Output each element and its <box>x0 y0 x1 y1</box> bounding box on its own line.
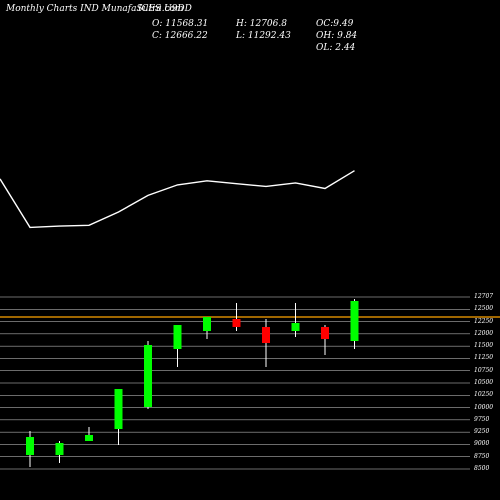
y-tick-label: 8750 <box>474 452 490 460</box>
y-tick-label: 10500 <box>474 379 494 386</box>
symbol-label: ICES U9DD <box>138 4 192 14</box>
ol-value: OL: 2.44 <box>316 43 356 53</box>
candle-body <box>203 317 211 331</box>
y-tick-label: 9750 <box>474 415 490 423</box>
oc-value: OC:9.49 <box>316 19 354 29</box>
y-tick-label: 9250 <box>474 428 490 436</box>
y-tick-label: 10250 <box>474 391 494 399</box>
candle-body <box>55 443 64 455</box>
y-tick-label: 10000 <box>474 403 494 411</box>
y-tick-label: 11250 <box>474 354 494 362</box>
candle-body <box>114 389 123 429</box>
indicator-line <box>0 170 355 229</box>
candle-body <box>173 325 182 349</box>
chart-title: Monthly Charts IND MunafaSutra.com <box>6 4 184 14</box>
y-tick-label: 8500 <box>474 465 490 472</box>
close-value: C: 12666.22 <box>152 31 208 41</box>
y-tick-label: 12707 <box>474 293 494 300</box>
y-tick-label: 10750 <box>474 366 494 374</box>
y-tick-label: 12000 <box>474 329 494 337</box>
y-tick-label: 12250 <box>474 317 494 325</box>
low-value: L: 11292.43 <box>236 31 291 41</box>
oh-value: OH: 9.84 <box>316 31 358 41</box>
candle-body <box>262 327 270 343</box>
candle-body <box>350 301 359 341</box>
candle-body <box>26 437 34 455</box>
high-value: H: 12706.8 <box>236 19 287 29</box>
candle-body <box>232 319 241 327</box>
y-tick-label: 12500 <box>474 305 494 313</box>
candle-body <box>321 327 329 339</box>
candle-body <box>291 323 300 331</box>
y-tick-label: 11500 <box>474 342 494 350</box>
candle-body <box>144 345 152 407</box>
y-tick-label: 9000 <box>474 440 490 448</box>
candle-body <box>85 435 93 441</box>
open-value: O: 11568.31 <box>152 19 209 29</box>
